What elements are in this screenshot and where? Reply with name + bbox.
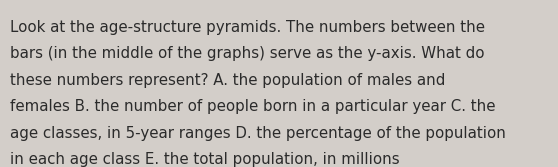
Text: Look at the age-structure pyramids. The numbers between the: Look at the age-structure pyramids. The … <box>10 20 485 35</box>
Text: bars (in the middle of the graphs) serve as the y-axis. What do: bars (in the middle of the graphs) serve… <box>10 46 484 61</box>
Text: in each age class E. the total population, in millions: in each age class E. the total populatio… <box>10 152 400 167</box>
Text: age classes, in 5-year ranges D. the percentage of the population: age classes, in 5-year ranges D. the per… <box>10 126 506 141</box>
Text: females B. the number of people born in a particular year C. the: females B. the number of people born in … <box>10 99 496 114</box>
Text: these numbers represent? A. the population of males and: these numbers represent? A. the populati… <box>10 73 445 88</box>
